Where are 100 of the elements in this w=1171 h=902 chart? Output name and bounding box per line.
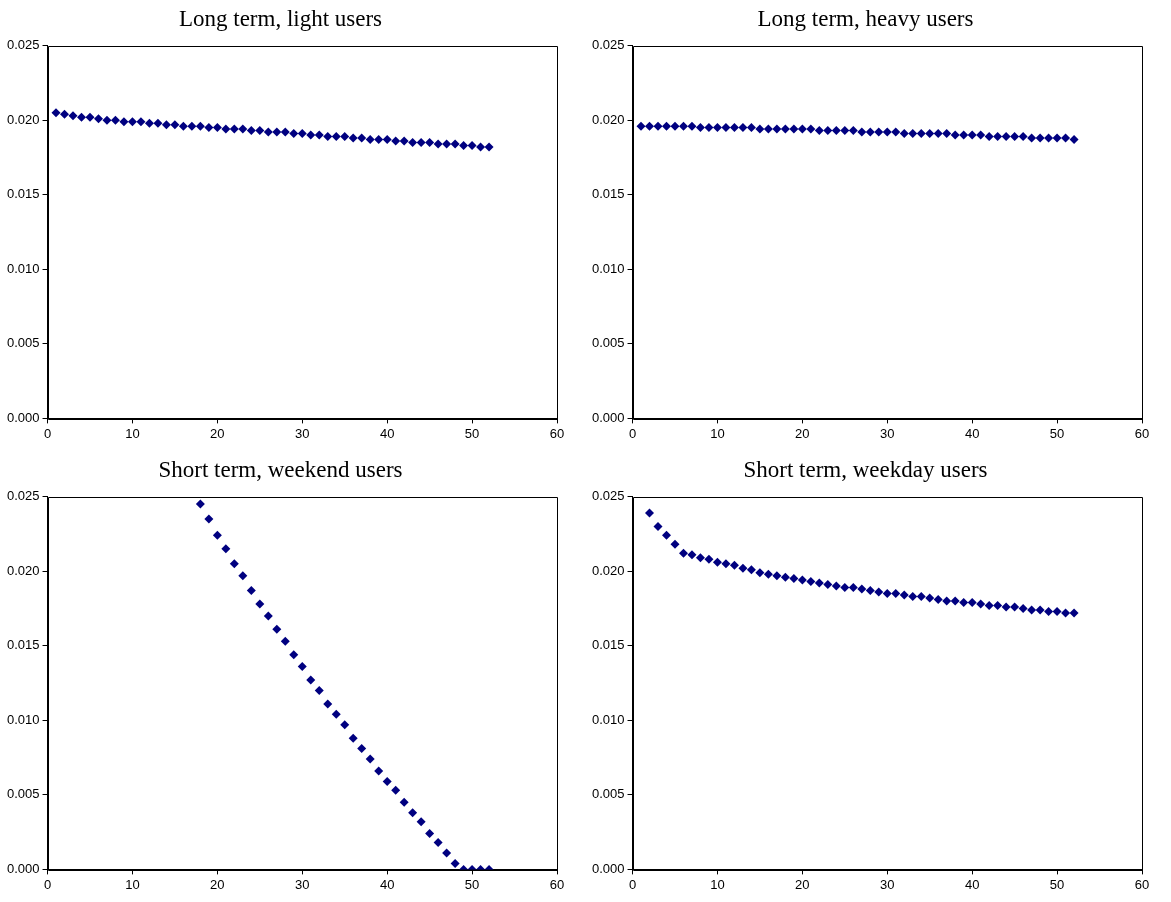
point bbox=[374, 766, 384, 776]
point bbox=[1052, 606, 1062, 616]
x-tick-label: 10 bbox=[710, 425, 725, 441]
point bbox=[993, 600, 1003, 610]
point bbox=[77, 112, 86, 122]
point bbox=[280, 127, 290, 137]
point bbox=[297, 129, 307, 139]
point bbox=[246, 586, 256, 596]
point bbox=[127, 117, 137, 127]
point bbox=[933, 594, 943, 604]
point bbox=[365, 135, 375, 145]
x-tick-label: 60 bbox=[549, 876, 565, 892]
point bbox=[687, 550, 697, 560]
point bbox=[1010, 132, 1020, 142]
point bbox=[772, 124, 782, 134]
point bbox=[755, 124, 765, 134]
point bbox=[993, 132, 1003, 142]
point bbox=[1001, 602, 1011, 612]
point bbox=[297, 662, 307, 672]
point bbox=[314, 685, 324, 695]
point bbox=[323, 132, 333, 142]
point bbox=[93, 114, 103, 124]
point bbox=[814, 126, 824, 136]
point bbox=[814, 578, 824, 588]
point bbox=[840, 126, 850, 136]
y-tick-label: 0.000 bbox=[6, 409, 40, 425]
point bbox=[382, 135, 392, 145]
x-tick-label: 10 bbox=[125, 425, 140, 441]
x-tick-label: 40 bbox=[964, 425, 980, 441]
point bbox=[442, 848, 452, 858]
point bbox=[348, 733, 358, 743]
point bbox=[187, 121, 197, 131]
point bbox=[391, 136, 401, 146]
point bbox=[119, 117, 129, 127]
point bbox=[229, 124, 239, 134]
y-tick-label: 0.025 bbox=[6, 37, 40, 53]
point bbox=[959, 597, 969, 607]
point bbox=[416, 817, 426, 827]
point bbox=[857, 127, 867, 137]
y-tick-label: 0.000 bbox=[591, 860, 625, 876]
point bbox=[1035, 133, 1045, 143]
point bbox=[925, 593, 935, 603]
point bbox=[382, 776, 392, 786]
point bbox=[899, 129, 909, 139]
point bbox=[950, 596, 960, 606]
point bbox=[865, 586, 875, 596]
point bbox=[1018, 603, 1028, 613]
point bbox=[255, 126, 265, 136]
point bbox=[891, 127, 901, 137]
y-tick-label: 0.010 bbox=[591, 711, 625, 727]
point bbox=[144, 118, 154, 128]
point bbox=[255, 599, 265, 609]
point bbox=[1069, 608, 1079, 618]
x-tick-label: 0 bbox=[43, 876, 52, 892]
point bbox=[1061, 608, 1071, 618]
point bbox=[942, 596, 952, 606]
point bbox=[797, 124, 807, 134]
point bbox=[306, 675, 316, 685]
point bbox=[899, 590, 909, 600]
point bbox=[662, 121, 671, 131]
x-tick-label: 50 bbox=[464, 876, 480, 892]
y-tick-label: 0.015 bbox=[6, 186, 40, 202]
point bbox=[670, 121, 680, 131]
point bbox=[467, 141, 477, 151]
point bbox=[102, 115, 112, 125]
point bbox=[806, 124, 816, 134]
point bbox=[670, 539, 680, 549]
x-tick-label: 0 bbox=[628, 876, 637, 892]
point bbox=[908, 129, 918, 139]
point bbox=[653, 121, 663, 131]
y-tick-label: 0.000 bbox=[6, 860, 40, 876]
point bbox=[204, 123, 214, 133]
x-tick-label: 60 bbox=[549, 425, 565, 441]
point bbox=[984, 132, 994, 142]
point bbox=[391, 785, 401, 795]
chart-title: Short term, weekend users bbox=[158, 456, 403, 482]
chart-title: Long term, light users bbox=[178, 5, 383, 31]
point bbox=[229, 559, 239, 569]
point bbox=[984, 600, 994, 610]
x-tick-label: 40 bbox=[964, 876, 980, 892]
point bbox=[476, 142, 486, 152]
x-tick-label: 10 bbox=[710, 876, 725, 892]
point bbox=[1044, 606, 1054, 616]
chart-title: Long term, heavy users bbox=[757, 5, 974, 31]
point bbox=[153, 118, 163, 128]
point bbox=[874, 127, 884, 137]
point bbox=[484, 142, 494, 152]
point bbox=[882, 127, 892, 137]
y-tick-label: 0.005 bbox=[591, 786, 625, 802]
point bbox=[831, 126, 841, 136]
point bbox=[721, 123, 731, 133]
point bbox=[238, 571, 248, 581]
y-tick-label: 0.020 bbox=[6, 562, 40, 578]
point bbox=[357, 133, 367, 143]
point bbox=[1010, 602, 1020, 612]
point bbox=[195, 499, 205, 509]
x-tick-label: 30 bbox=[295, 425, 310, 441]
point bbox=[238, 124, 248, 134]
point bbox=[916, 592, 926, 602]
x-tick-label: 50 bbox=[1049, 876, 1065, 892]
